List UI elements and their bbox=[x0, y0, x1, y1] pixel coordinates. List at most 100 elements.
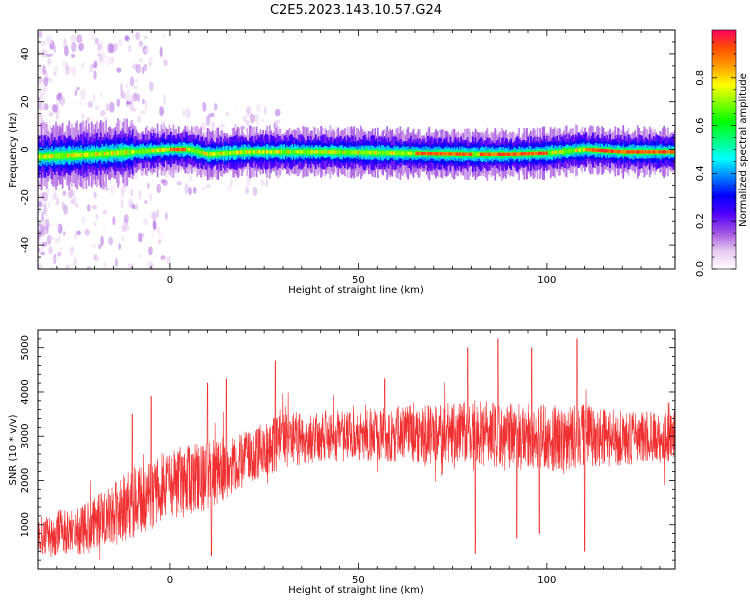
spectrogram-noise-blob bbox=[251, 114, 255, 123]
spectrogram-noise-blob bbox=[51, 193, 53, 199]
spectrogram-ridge-peak bbox=[471, 153, 473, 156]
spectrogram-noise-blob bbox=[57, 252, 62, 257]
spectrogram-noise-blob bbox=[128, 198, 133, 208]
spectrogram-noise-blob bbox=[130, 77, 134, 87]
spectrogram-noise-blob bbox=[55, 201, 59, 205]
spectrogram-noise-blob bbox=[54, 237, 59, 244]
spectrogram-noise-blob bbox=[211, 121, 215, 131]
spectrogram-ridge-peak bbox=[297, 150, 299, 153]
spectrogram-ridge-peak bbox=[301, 150, 303, 153]
spectrogram-noise-blob bbox=[275, 109, 281, 116]
spectrogram-ridge-peak bbox=[253, 150, 255, 153]
spectrogram-noise-blob bbox=[76, 34, 82, 43]
spectrogram-y-axis-label: Frequency (Hz) bbox=[8, 112, 19, 188]
spectrogram-noise-blob bbox=[234, 105, 237, 109]
spectrogram-noise-blob bbox=[98, 244, 101, 249]
spectrogram-ridge-peak bbox=[153, 149, 155, 152]
spectrogram-ridge-peak bbox=[206, 152, 208, 155]
spectrogram-noise-blob bbox=[245, 186, 248, 193]
spectrogram-noise-blob bbox=[159, 106, 164, 116]
spectrogram-noise-blob bbox=[108, 237, 113, 246]
spectrogram-noise-blob bbox=[95, 105, 99, 110]
spectrogram-noise-blob bbox=[38, 263, 42, 269]
spectrogram-noise-blob bbox=[105, 56, 111, 66]
spectrogram-ridge-peak bbox=[112, 152, 114, 155]
spectrogram-noise-blob bbox=[124, 214, 129, 224]
spectrogram-noise-blob bbox=[49, 236, 53, 241]
spectrogram-noise-blob bbox=[214, 103, 217, 111]
spectrogram-noise-blob bbox=[149, 81, 154, 91]
spectrogram-noise-blob bbox=[260, 179, 264, 185]
spectrogram-noise-blob bbox=[256, 117, 259, 126]
snr-y-axis-label: SNR (10 * v/v) bbox=[8, 414, 19, 485]
spectrogram-noise-blob bbox=[81, 215, 86, 224]
spectrogram-noise-blob bbox=[202, 102, 206, 112]
spectrogram-ridge-peak bbox=[210, 152, 212, 155]
spectrogram-noise-blob bbox=[38, 76, 43, 83]
spectrogram-noise-blob bbox=[121, 225, 126, 232]
spectrogram-ridge-peak bbox=[240, 151, 242, 154]
spectrogram-ridge-peak bbox=[117, 151, 119, 154]
spectrogram-noise-blob bbox=[94, 60, 98, 68]
spectrogram-ridge-peak bbox=[316, 150, 318, 153]
spectrogram-noise-blob bbox=[45, 213, 47, 216]
spectrogram-noise-blob bbox=[100, 90, 103, 98]
spectrogram-noise-blob bbox=[43, 78, 49, 86]
spectrogram-noise-blob bbox=[38, 31, 42, 38]
spectrogram-noise-blob bbox=[42, 242, 47, 247]
spectrogram-noise-blob bbox=[71, 54, 75, 58]
spectrogram-noise-blob bbox=[120, 236, 124, 242]
spectrogram-noise-blob bbox=[95, 258, 101, 262]
spectrogram-x-axis-label: Height of straight line (km) bbox=[288, 285, 424, 296]
spectrogram-noise-blob bbox=[165, 212, 168, 220]
spectrogram-noise-blob bbox=[134, 78, 139, 83]
spectrogram-noise-blob bbox=[124, 35, 130, 41]
spectrogram-noise-blob bbox=[225, 112, 230, 116]
spectrogram-noise-blob bbox=[81, 233, 83, 236]
spectrogram-noise-blob bbox=[52, 104, 57, 112]
spectrogram-noise-blob bbox=[54, 65, 58, 72]
spectrogram-noise-blob bbox=[45, 220, 50, 230]
spectrogram-noise-blob bbox=[136, 64, 142, 74]
spectrogram-noise-blob bbox=[64, 46, 69, 57]
spectrogram-noise-blob bbox=[226, 185, 231, 193]
spectrogram-noise-blob bbox=[97, 53, 101, 56]
spectrogram-noise-blob bbox=[263, 107, 267, 115]
spectrogram-noise-blob bbox=[110, 186, 115, 195]
spectrogram-noise-blob bbox=[230, 178, 232, 187]
spectrogram-noise-blob bbox=[220, 124, 225, 128]
spectrogram-noise-blob bbox=[73, 195, 76, 206]
spectrogram-noise-blob bbox=[112, 216, 115, 225]
spectrogram-noise-blob bbox=[53, 257, 57, 261]
spectrogram-ridge-peak bbox=[374, 151, 376, 154]
spectrogram-noise-blob bbox=[69, 247, 72, 256]
spectrogram-ridge-peak bbox=[270, 150, 272, 153]
spectrogram-noise-blob bbox=[149, 193, 152, 202]
spectrogram-noise-blob bbox=[41, 50, 45, 56]
spectrogram-ridge-peak bbox=[74, 153, 76, 156]
spectrogram-ridge-peak bbox=[78, 153, 80, 156]
spectrogram-noise-blob bbox=[149, 62, 151, 67]
spectrogram-ridge-peak bbox=[159, 149, 161, 152]
spectrogram-noise-blob bbox=[41, 212, 43, 222]
spectrogram-ridge-peak bbox=[335, 150, 337, 153]
spectrogram-noise-blob bbox=[128, 263, 132, 269]
spectrogram-ridge-peak bbox=[553, 151, 555, 154]
spectrogram-noise-blob bbox=[142, 99, 145, 105]
spectrogram-ridge-peak bbox=[357, 151, 359, 154]
spectrogram-y-tick-label: -40 bbox=[20, 237, 31, 253]
snr-x-tick-label: 100 bbox=[537, 575, 556, 586]
colorbar: 0.00.20.40.60.8 Normalized spectral ampl… bbox=[695, 30, 749, 277]
colorbar-gradient bbox=[712, 30, 736, 269]
spectrogram-noise-blob bbox=[246, 106, 251, 114]
spectrogram-noise-blob bbox=[127, 188, 131, 195]
spectrogram-noise-blob bbox=[143, 218, 148, 225]
spectrogram-ridge-peak bbox=[555, 151, 557, 154]
spectrogram-noise-blob bbox=[94, 192, 97, 198]
spectrogram-ridge-peak bbox=[71, 154, 73, 157]
spectrogram-noise-blob bbox=[140, 111, 145, 115]
spectrogram-ridge-peak bbox=[104, 152, 106, 155]
spectrogram-noise-blob bbox=[49, 112, 53, 116]
spectrogram-noise-blob bbox=[139, 41, 143, 47]
spectrogram-ridge-peak bbox=[258, 150, 260, 153]
